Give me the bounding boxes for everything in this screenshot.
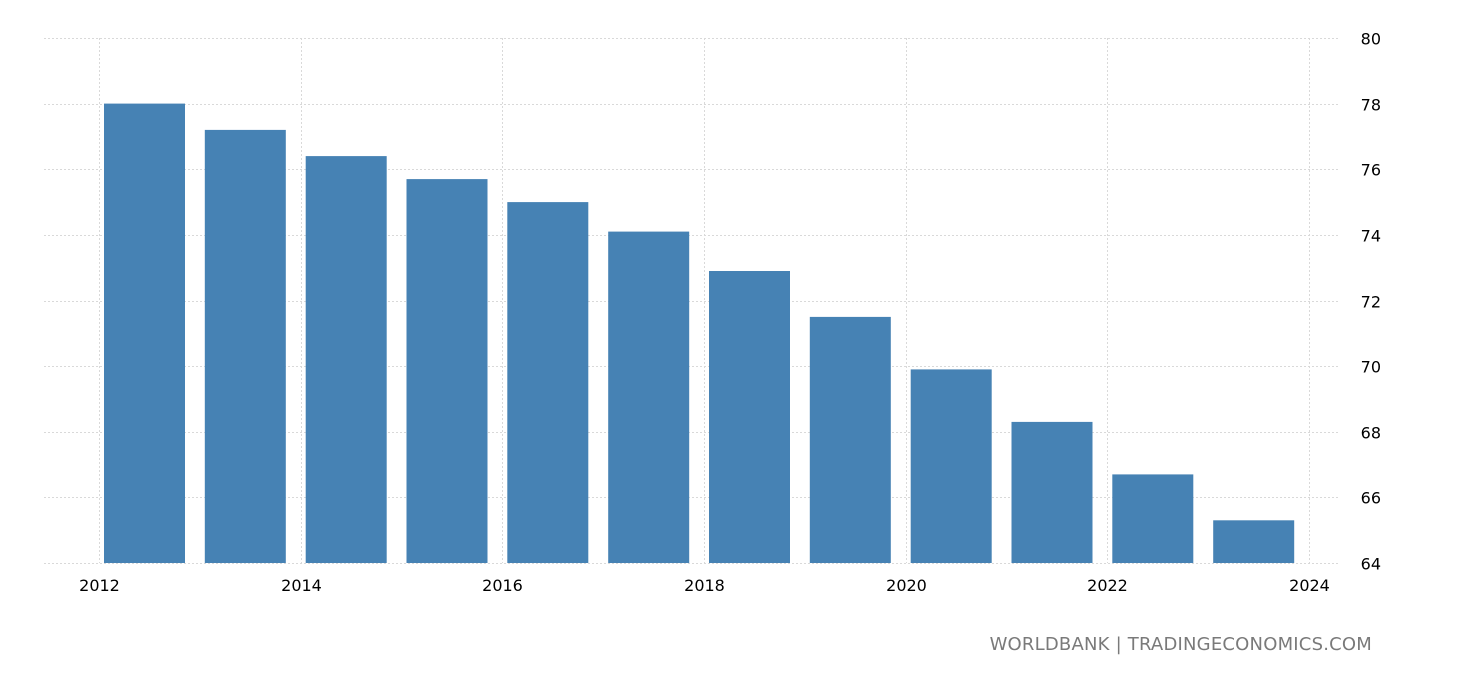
y-tick-label: 66 [1361,489,1381,508]
bar-2017 [608,231,690,563]
x-tick-label: 2022 [1087,576,1128,595]
x-tick-label: 2018 [684,576,725,595]
y-tick-label: 68 [1361,424,1381,443]
y-tick-label: 74 [1361,227,1381,246]
y-axis-tick-labels: 64 66 68 70 72 74 76 78 80 [1361,30,1381,574]
source-attribution: WORLDBANK | TRADINGECONOMICS.COM [989,634,1372,655]
bar-2020 [910,369,992,563]
y-tick-label: 72 [1361,293,1381,312]
x-tick-label: 2014 [281,576,322,595]
x-tick-label: 2024 [1289,576,1330,595]
x-tick-label: 2012 [79,576,120,595]
bars [104,103,1295,563]
bar-2022 [1112,474,1194,563]
bar-2023 [1213,520,1295,563]
x-tick-label: 2020 [886,576,927,595]
bar-2012 [104,103,185,563]
y-tick-label: 70 [1361,358,1381,377]
bar-2016 [507,202,589,563]
grid-lines [44,38,1338,564]
y-tick-label: 80 [1361,30,1381,49]
x-tick-label: 2016 [482,576,523,595]
y-tick-label: 64 [1361,555,1381,574]
bar-2019 [809,316,891,563]
bar-2015 [406,179,488,563]
bar-2013 [204,129,286,563]
x-axis-tick-labels: 2012 2014 2016 2018 2020 2022 2024 [79,576,1330,595]
y-tick-label: 76 [1361,161,1381,180]
y-tick-label: 78 [1361,96,1381,115]
bar-2018 [709,271,790,563]
bar-2021 [1011,421,1093,563]
bar-2014 [305,156,387,563]
